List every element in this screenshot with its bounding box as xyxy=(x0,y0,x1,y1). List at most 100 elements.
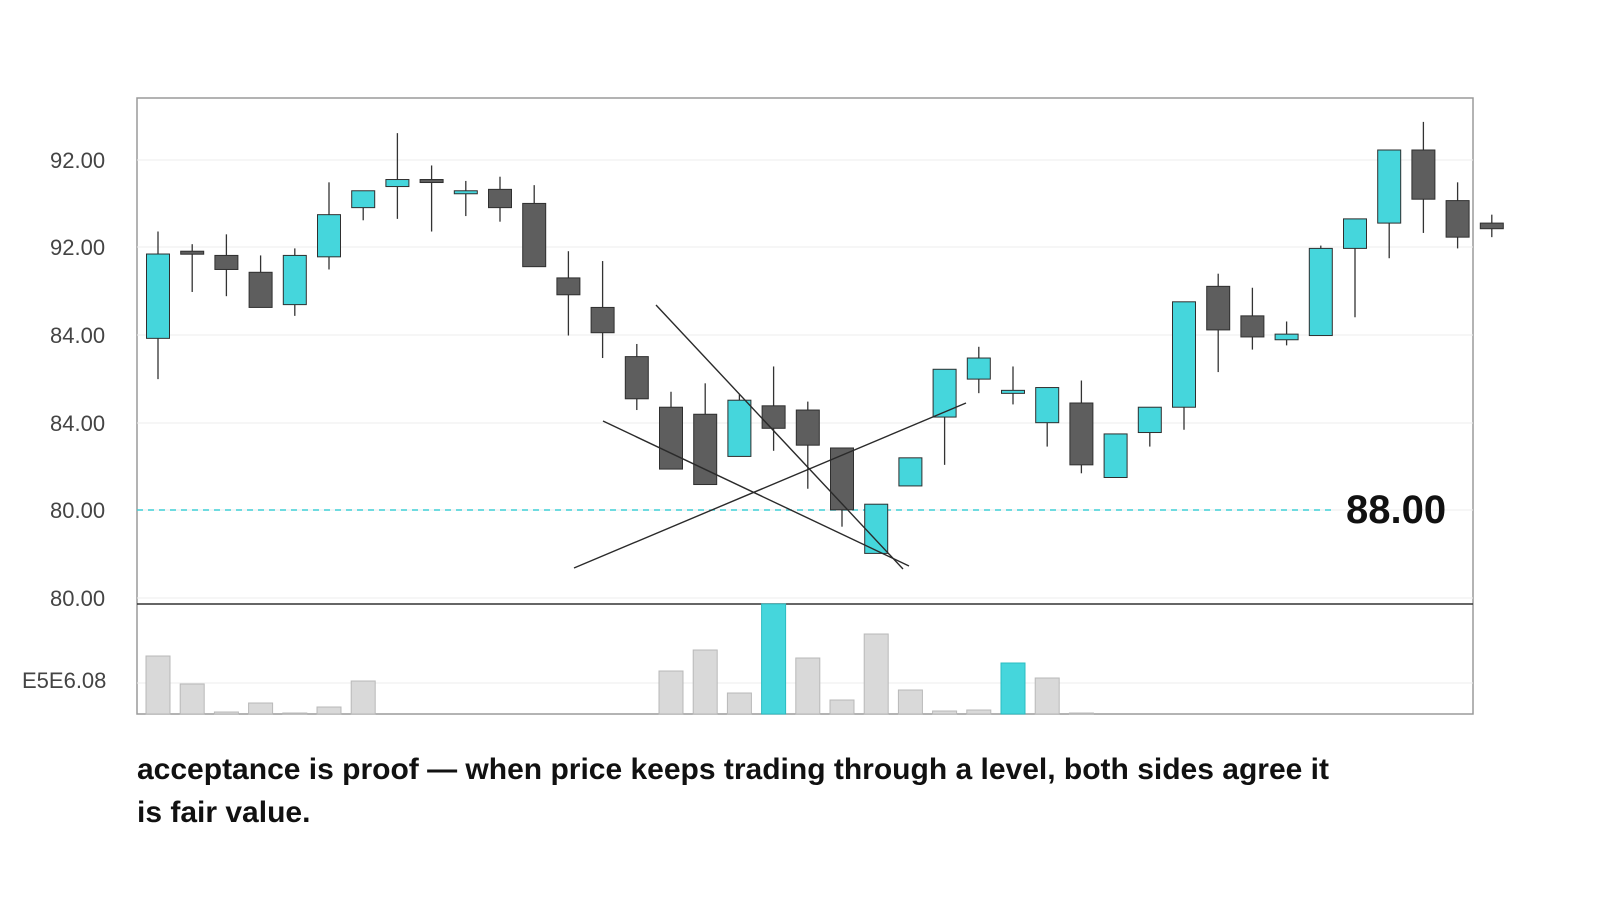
volume-bar xyxy=(350,680,376,715)
candle xyxy=(180,244,205,292)
y-tick-label: 84.00 xyxy=(50,411,105,436)
candle xyxy=(1343,218,1367,318)
candle-body xyxy=(556,277,581,296)
candle xyxy=(624,343,649,411)
level-label: 88.00 xyxy=(1346,488,1446,532)
volume-bar xyxy=(966,709,992,715)
candle-body xyxy=(1172,301,1196,408)
candle xyxy=(898,457,923,487)
candle-body xyxy=(351,190,376,209)
trendline-channel-upper xyxy=(602,420,910,567)
candle xyxy=(385,133,410,219)
candle-body xyxy=(1103,433,1128,478)
volume-bar xyxy=(932,710,958,715)
volume-bar xyxy=(658,670,684,715)
candle xyxy=(522,185,547,268)
trendlines xyxy=(573,304,967,570)
volume-bar xyxy=(692,649,718,715)
candle-body xyxy=(248,271,273,308)
candle xyxy=(1001,366,1025,405)
candle-body xyxy=(1411,149,1436,200)
volume-bar xyxy=(145,655,171,715)
volume-tick-label: E5E6.08 xyxy=(22,668,106,693)
candle xyxy=(1377,149,1402,259)
candle xyxy=(1069,380,1094,474)
candle-body xyxy=(1308,247,1333,337)
candle xyxy=(1479,214,1504,238)
volume-bar xyxy=(1034,677,1060,715)
volume-bar xyxy=(829,699,855,715)
candle-body xyxy=(966,357,991,380)
volume-bar xyxy=(795,657,821,715)
volume-bar xyxy=(897,689,923,715)
candle-body xyxy=(1274,333,1299,341)
candle-body xyxy=(317,214,341,258)
candle-body xyxy=(282,254,307,306)
candle xyxy=(214,234,239,297)
candle xyxy=(795,401,820,489)
candle xyxy=(1035,387,1060,447)
candle-body xyxy=(1479,222,1504,230)
candle-body xyxy=(590,306,615,334)
candle xyxy=(419,165,444,232)
candles xyxy=(146,121,1504,554)
candle xyxy=(966,346,991,394)
candle-body xyxy=(1035,387,1060,424)
candle xyxy=(146,231,170,380)
y-tick-label: 80.00 xyxy=(50,586,105,611)
plot-frame xyxy=(136,97,1474,715)
candle xyxy=(282,248,307,316)
candle xyxy=(556,251,581,336)
candle-body xyxy=(1069,402,1094,466)
candle-body xyxy=(659,406,683,470)
candle xyxy=(1206,273,1231,373)
volume-bars xyxy=(145,603,1094,715)
y-axis-labels: 92.00 92.00 84.00 84.00 80.00 80.00 E5E6… xyxy=(22,148,106,693)
candle-body xyxy=(522,202,547,268)
y-tick-label: 92.00 xyxy=(50,235,105,260)
candle xyxy=(590,261,615,359)
candle-body xyxy=(1377,149,1402,224)
candle xyxy=(453,180,478,217)
candle-body xyxy=(419,179,444,184)
candle-body xyxy=(1343,218,1367,249)
candle-body xyxy=(898,457,923,487)
candle xyxy=(1445,182,1470,249)
candle-body xyxy=(146,253,170,339)
volume-bar xyxy=(316,706,342,715)
candle-body xyxy=(1445,200,1470,238)
candle xyxy=(1137,406,1162,447)
candle-body xyxy=(1206,285,1231,331)
y-tick-label: 80.00 xyxy=(50,498,105,523)
candle-body xyxy=(795,409,820,446)
candle-body xyxy=(488,188,512,209)
candle xyxy=(727,394,752,457)
candle xyxy=(932,368,957,465)
volume-bar xyxy=(726,692,752,715)
candle xyxy=(317,182,341,270)
candle xyxy=(488,176,512,222)
trendline-descending xyxy=(655,304,904,570)
candle-body xyxy=(180,250,205,255)
candle-body xyxy=(624,356,649,400)
candle xyxy=(248,255,273,308)
caption: acceptance is proof — when price keeps t… xyxy=(137,753,1329,829)
volume-bar xyxy=(179,683,205,715)
candle xyxy=(1240,287,1265,350)
candle-body xyxy=(761,405,786,429)
candle-body xyxy=(1137,406,1162,434)
y-tick-label: 92.00 xyxy=(50,148,105,173)
volume-bar xyxy=(248,702,274,715)
volume-bar xyxy=(1000,662,1026,715)
candle-body xyxy=(385,179,410,188)
candle xyxy=(659,391,683,470)
candle xyxy=(1172,301,1196,430)
candle-body xyxy=(727,399,752,457)
candle xyxy=(830,447,854,527)
candle-body xyxy=(932,368,957,418)
volume-bar xyxy=(213,711,239,715)
volume-bar xyxy=(863,633,889,715)
trendline-rising xyxy=(573,402,967,569)
volume-bar xyxy=(1068,712,1094,715)
